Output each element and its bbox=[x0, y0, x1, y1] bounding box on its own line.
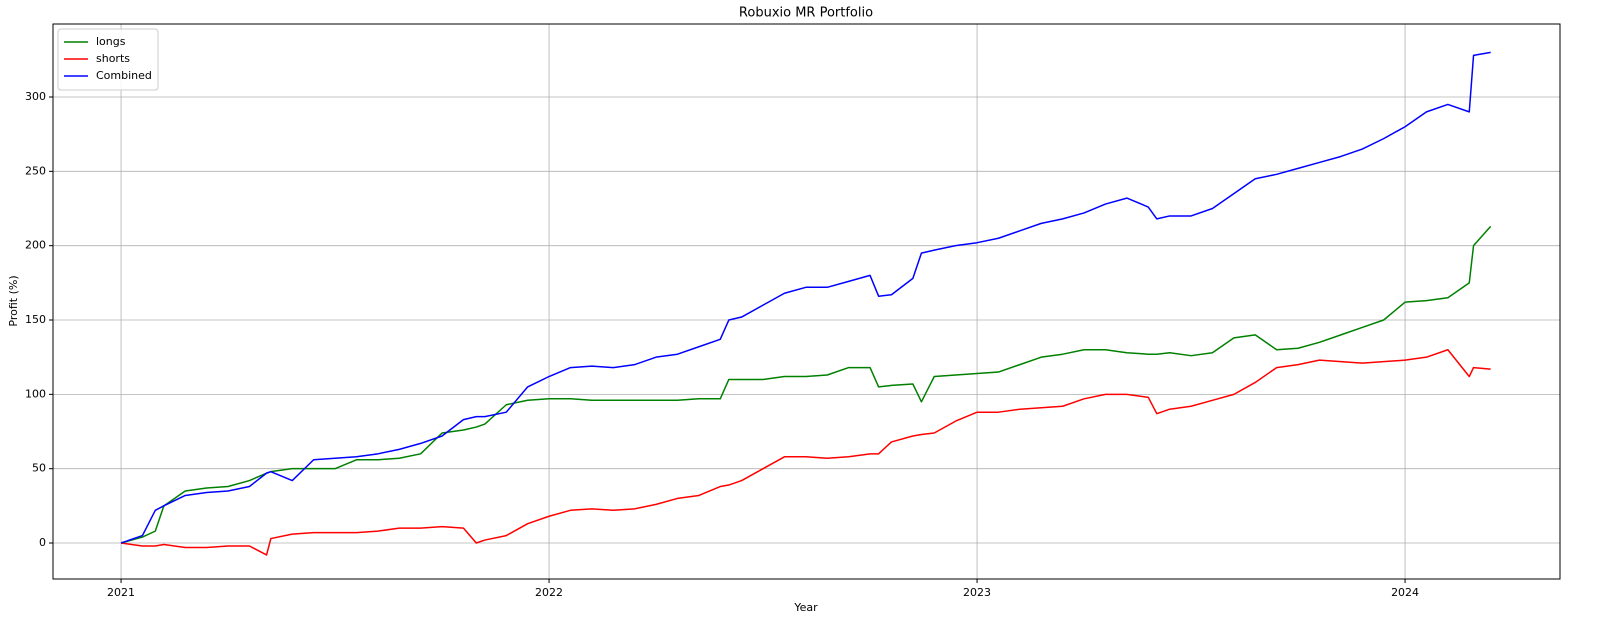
legend-label: longs bbox=[96, 35, 126, 48]
y-tick-label: 0 bbox=[39, 536, 46, 549]
plot-frame bbox=[52, 23, 1561, 580]
data-line bbox=[120, 225, 1492, 544]
chart-title: Robuxio MR Portfolio bbox=[739, 6, 873, 21]
x-tick-label: 2024 bbox=[1391, 586, 1419, 599]
legend: longs shorts Combined bbox=[57, 28, 159, 91]
data-line bbox=[120, 348, 1491, 556]
x-tick-label: 2023 bbox=[963, 586, 991, 599]
y-tick-label: 250 bbox=[25, 164, 46, 177]
y-tick-label: 100 bbox=[25, 387, 46, 400]
x-tick-label: 2021 bbox=[107, 586, 135, 599]
y-axis-label: Profit (%) bbox=[7, 275, 20, 326]
y-tick-label: 300 bbox=[25, 90, 46, 103]
legend-label: Combined bbox=[96, 69, 152, 82]
y-tick-label: 200 bbox=[25, 239, 46, 252]
legend-box bbox=[57, 28, 159, 91]
data-line bbox=[120, 51, 1491, 544]
legend-label: shorts bbox=[96, 52, 130, 65]
x-axis-label: Year bbox=[793, 601, 818, 614]
y-tick-label: 150 bbox=[25, 313, 46, 326]
y-tick-label: 50 bbox=[32, 462, 46, 475]
x-tick-label: 2022 bbox=[535, 586, 563, 599]
